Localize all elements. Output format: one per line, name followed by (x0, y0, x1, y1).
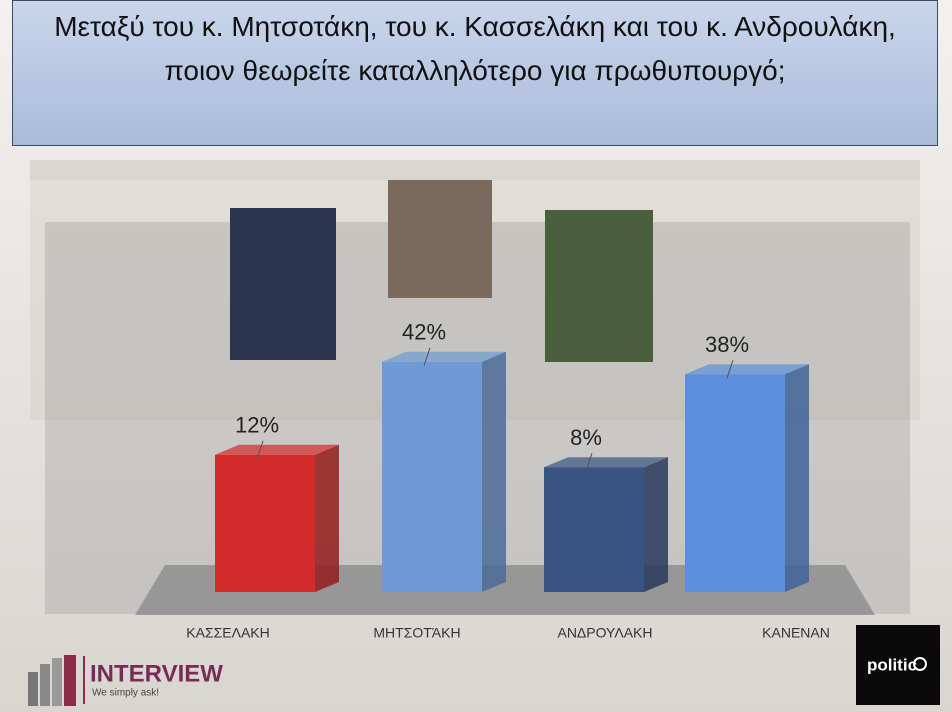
label-leader (256, 440, 264, 459)
chart-title: Μεταξύ του κ. Μητσοτάκη, του κ. Κασσελάκ… (12, 0, 938, 146)
bar-top (544, 457, 668, 468)
logo-bar (64, 655, 76, 706)
logo-bar (40, 664, 50, 706)
bar-side (315, 444, 339, 592)
partner-icon (913, 657, 927, 671)
bar-top (382, 351, 506, 362)
photo-androulakis (545, 210, 653, 362)
data-label: 42% (402, 320, 446, 345)
partner-name: politic (867, 655, 917, 674)
bar (544, 467, 644, 592)
x-tick-label: ΚΑΣΣΕΛΑΚΗ (186, 625, 269, 641)
label-leader (423, 347, 431, 366)
bar (382, 361, 482, 592)
bar-side (482, 351, 506, 592)
x-tick-label: ΜΗΤΣΟΤΆΚΗ (373, 625, 460, 641)
x-tick-label: ΚΑΝΕΝΑΝ (762, 625, 830, 641)
data-label: 12% (235, 413, 279, 438)
logo-bar (52, 658, 62, 706)
photo-mitsotakis (388, 180, 492, 298)
data-label: 38% (705, 332, 749, 357)
bar-side (785, 364, 809, 592)
bar (215, 454, 315, 592)
cornice (30, 160, 920, 180)
bar-top (685, 364, 809, 375)
label-leader (726, 360, 734, 379)
bar-side (644, 457, 668, 592)
bar (685, 374, 785, 592)
bar-top (215, 444, 339, 455)
photo-kasselakis (230, 208, 336, 360)
interview-logo: INTERVIEW We simply ask! (28, 655, 223, 706)
logo-bar (28, 672, 38, 706)
brand: INTERVIEW (90, 660, 223, 687)
x-tick-label: ΑΝΔΡΟΥΛΑΚΗ (557, 625, 652, 641)
data-label: 8% (570, 425, 602, 450)
tagline: We simply ask! (92, 688, 159, 699)
label-leader (585, 453, 593, 472)
